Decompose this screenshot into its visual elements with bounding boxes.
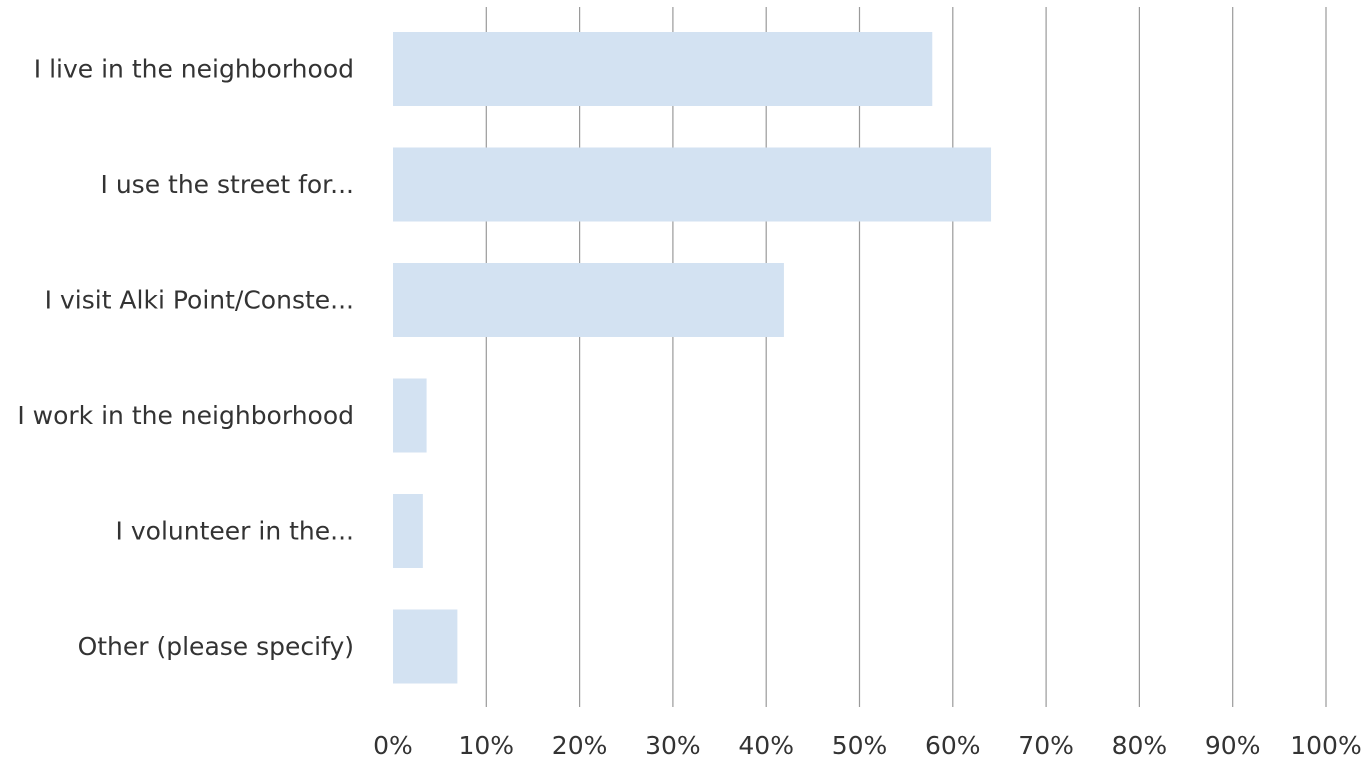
bar	[393, 263, 784, 337]
category-label: I live in the neighborhood	[34, 55, 354, 84]
category-label: I work in the neighborhood	[17, 401, 354, 430]
x-tick-label: 30%	[645, 731, 701, 757]
category-label: I volunteer in the...	[116, 517, 354, 546]
x-tick-label: 50%	[832, 731, 888, 757]
category-label: Other (please specify)	[78, 632, 354, 661]
x-tick-label: 20%	[552, 731, 608, 757]
bar	[393, 147, 992, 222]
x-tick-label: 10%	[459, 731, 515, 757]
x-tick-label: 60%	[925, 731, 981, 757]
x-tick-label: 80%	[1112, 731, 1168, 757]
bar	[393, 494, 423, 568]
bar	[393, 32, 933, 106]
x-tick-label: 90%	[1205, 731, 1261, 757]
category-label: I use the street for...	[101, 170, 354, 199]
gridlines	[485, 7, 1327, 707]
category-labels: I live in the neighborhood I use the stre…	[17, 55, 354, 662]
bar	[393, 378, 427, 453]
x-tick-label: 40%	[738, 731, 794, 757]
x-tick-label: 100%	[1290, 731, 1361, 757]
x-tick-labels: 0% 10% 20% 30% 40% 50% 60% 70% 80% 90% 100%	[373, 731, 1362, 757]
x-tick-label: 70%	[1018, 731, 1074, 757]
x-tick-label: 0%	[373, 731, 413, 757]
bar	[393, 609, 458, 684]
category-label: I visit Alki Point/Conste...	[45, 286, 354, 315]
bars	[393, 32, 992, 684]
